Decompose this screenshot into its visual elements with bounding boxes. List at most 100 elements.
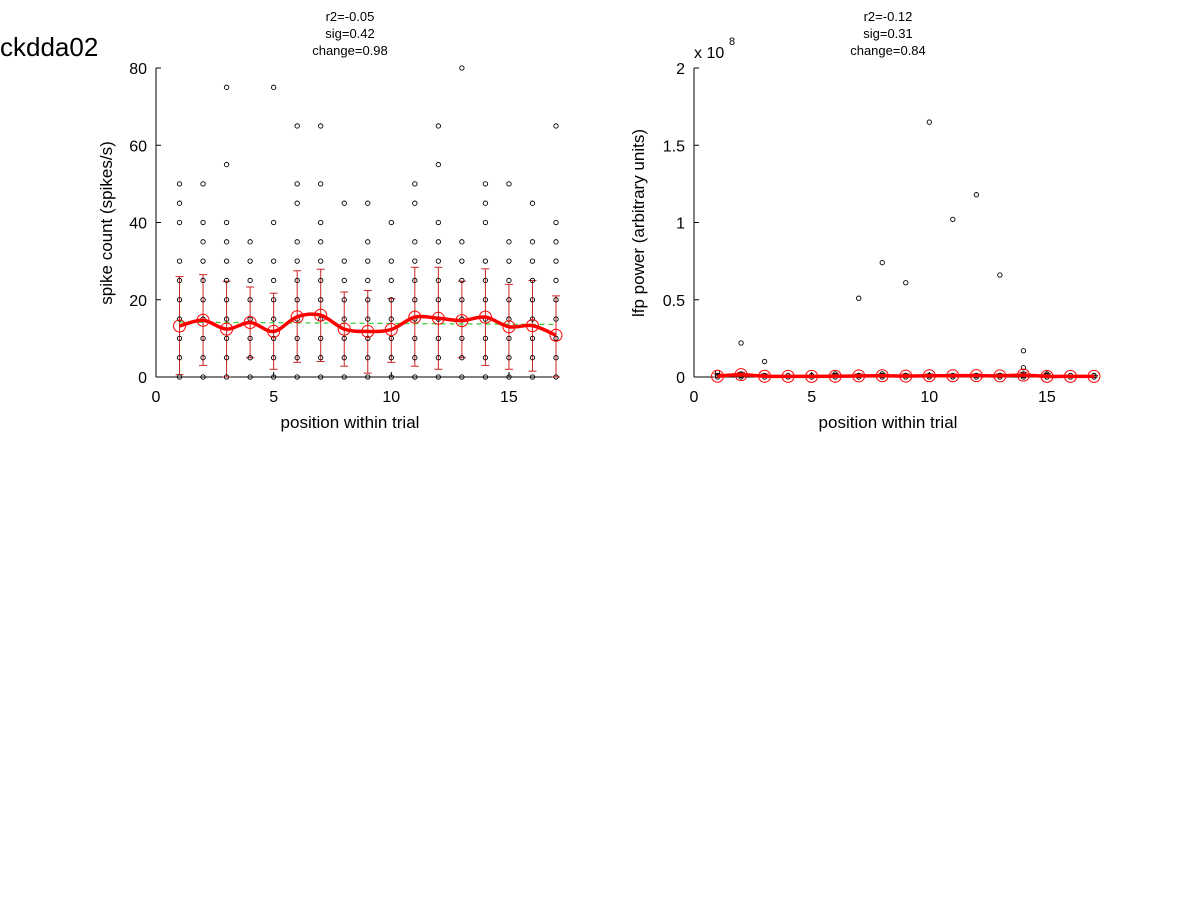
mean-marker: [993, 369, 1007, 383]
y-tick-label: 60: [129, 138, 147, 155]
mean-marker: [196, 313, 210, 327]
mean-marker: [852, 369, 866, 383]
data-point: [529, 297, 536, 303]
y-tick-label: 0: [138, 370, 147, 387]
data-point: [1020, 365, 1027, 371]
data-point: [223, 239, 230, 245]
data-point: [223, 219, 230, 226]
data-point: [341, 297, 347, 303]
data-point: [294, 355, 300, 361]
data-point: [200, 219, 206, 226]
data-point: [435, 258, 442, 264]
data-point: [176, 181, 183, 187]
data-point: [318, 123, 324, 129]
mean-marker: [828, 369, 842, 383]
data-point: [435, 161, 442, 168]
y-tick-label: 20: [129, 293, 147, 310]
data-point: [482, 277, 489, 284]
data-point: [247, 335, 253, 342]
stat-change: change=0.98: [312, 43, 388, 58]
data-point: [365, 335, 371, 342]
data-point: [365, 355, 371, 361]
data-point: [270, 84, 277, 90]
x-tick-label: 15: [500, 389, 518, 406]
data-point: [365, 277, 371, 284]
data-point: [318, 277, 324, 284]
data-point: [200, 258, 206, 264]
data-point: [435, 374, 442, 380]
mean-marker: [1063, 369, 1077, 383]
data-point: [176, 219, 183, 226]
mean-marker: [290, 310, 304, 324]
mean-curve: [179, 312, 557, 337]
mean-marker: [502, 320, 516, 334]
data-point: [200, 239, 206, 245]
data-point: [294, 239, 300, 245]
data-point: [318, 239, 324, 245]
data-point: [270, 316, 277, 322]
y-tick-label: 40: [129, 216, 147, 233]
data-point: [270, 335, 277, 342]
data-point: [247, 239, 253, 245]
data-point: [997, 272, 1003, 278]
data-point: [294, 374, 300, 380]
y-tick-label: 1.5: [663, 138, 685, 155]
mean-marker: [946, 369, 960, 383]
data-point: [412, 335, 418, 342]
y-tick-label: 80: [129, 61, 147, 78]
data-point: [973, 192, 980, 198]
data-point: [200, 335, 206, 342]
lfp-power-panel: r2=-0.12 sig=0.31 change=0.84 position w…: [629, 9, 1101, 432]
data-point: [529, 316, 536, 322]
mean-marker: [267, 324, 281, 338]
data-point: [459, 277, 465, 284]
mean-marker: [969, 369, 983, 383]
y-exponent-label: x 10: [694, 45, 724, 62]
data-point: [459, 239, 465, 245]
data-point: [950, 216, 956, 223]
data-point: [506, 297, 512, 303]
data-point: [388, 297, 394, 303]
data-point: [506, 355, 512, 361]
data-point: [365, 239, 371, 245]
data-point: [482, 355, 489, 361]
data-point: [412, 374, 418, 380]
data-point: [318, 219, 324, 226]
mean-marker: [478, 310, 492, 324]
figure-title: ckdda02: [0, 32, 98, 62]
data-point: [1020, 348, 1027, 354]
x-tick-label: 5: [269, 389, 278, 406]
data-point: [200, 374, 206, 380]
data-point: [553, 374, 559, 380]
data-point: [506, 239, 512, 245]
data-point: [318, 374, 324, 380]
data-point: [294, 181, 300, 187]
data-point: [553, 335, 559, 342]
y-tick-label: 2: [676, 61, 685, 78]
stats-title: r2=-0.12 sig=0.31 change=0.84: [850, 9, 926, 58]
data-point: [318, 258, 324, 264]
data-point: [482, 181, 489, 187]
data-point: [388, 258, 394, 264]
data-point: [176, 316, 183, 322]
data-point: [223, 316, 230, 322]
data-point: [412, 297, 418, 303]
mean-marker: [455, 314, 469, 328]
data-point: [435, 239, 442, 245]
data-point: [223, 84, 230, 90]
data-point: [482, 200, 489, 206]
stat-r2: r2=-0.12: [864, 9, 913, 24]
data-point: [365, 374, 371, 380]
mean-marker: [361, 324, 375, 338]
stat-change: change=0.84: [850, 43, 926, 58]
data-point: [270, 277, 277, 284]
y-axis-label: lfp power (arbitrary units): [629, 129, 648, 317]
data-point: [247, 297, 253, 303]
data-point: [459, 258, 465, 264]
mean-marker: [243, 316, 257, 330]
y-tick-label: 0: [676, 370, 685, 387]
data-point: [926, 119, 932, 125]
data-point: [294, 258, 300, 264]
x-tick-label: 10: [382, 389, 400, 406]
